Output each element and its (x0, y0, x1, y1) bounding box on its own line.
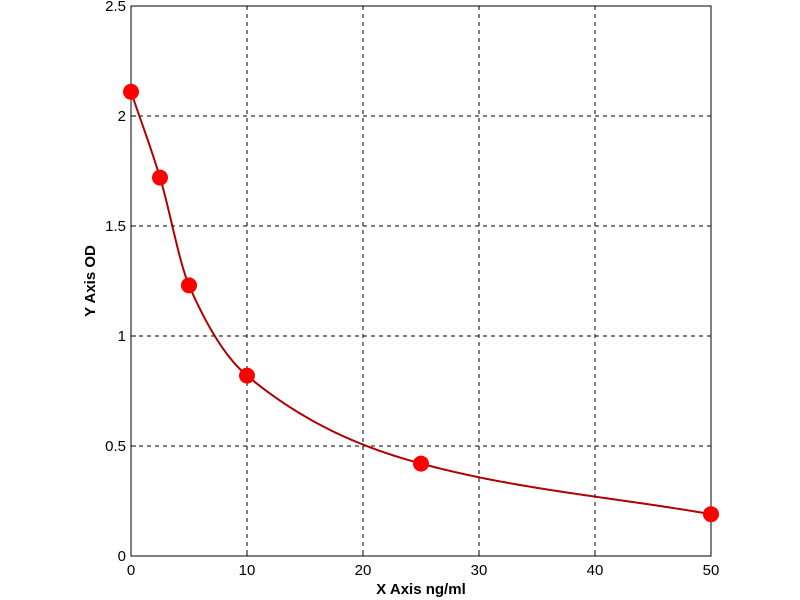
y-axis-title: Y Axis OD (82, 245, 99, 317)
x-tick-label: 0 (127, 562, 135, 579)
data-point (181, 277, 197, 294)
grid (131, 6, 711, 556)
ticks: 0 10 20 30 40 50 0 0.5 1 1.5 2 2.5 (105, 0, 719, 579)
y-tick-label: 1.5 (105, 218, 126, 235)
x-axis-title: X Axis ng/ml (376, 581, 465, 598)
x-tick-label: 40 (587, 562, 604, 579)
y-tick-label: 0 (118, 548, 126, 565)
y-tick-label: 2 (118, 108, 126, 125)
data-point (152, 169, 168, 186)
plot-frame (130, 5, 712, 557)
data-point (239, 367, 255, 384)
x-tick-label: 20 (355, 562, 372, 579)
x-tick-label: 30 (471, 562, 488, 579)
x-tick-label: 10 (239, 562, 256, 579)
data-point (123, 83, 139, 100)
data-point (413, 455, 429, 472)
y-tick-label: 2.5 (105, 0, 126, 15)
data-points (123, 83, 719, 523)
data-point (703, 506, 719, 523)
y-tick-label: 1 (118, 328, 126, 345)
y-tick-label: 0.5 (105, 438, 126, 455)
x-tick-label: 50 (703, 562, 720, 579)
